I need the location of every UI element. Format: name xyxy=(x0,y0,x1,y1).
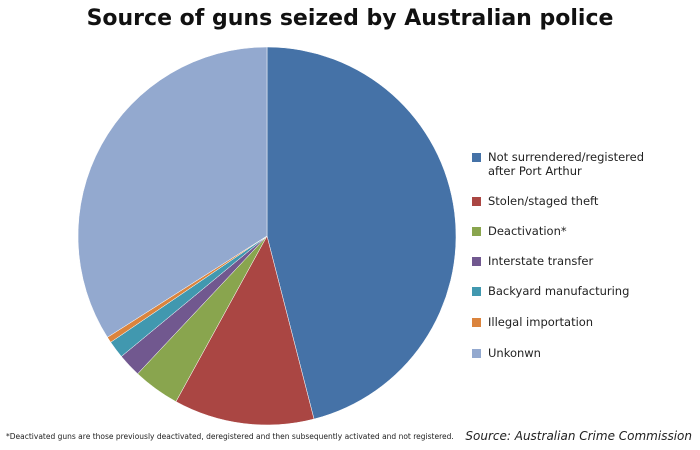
legend-label: Stolen/staged theft xyxy=(488,194,599,208)
legend-swatch xyxy=(472,227,481,236)
footnote: *Deactivated guns are those previously d… xyxy=(6,432,454,441)
pie-slice xyxy=(77,46,268,338)
legend: Not surrendered/registered after Port Ar… xyxy=(472,150,687,360)
legend-item: Illegal importation xyxy=(472,315,687,329)
legend-label: Unkonwn xyxy=(488,346,541,360)
legend-item: Deactivation* xyxy=(472,224,687,238)
legend-swatch xyxy=(472,287,481,296)
legend-swatch xyxy=(472,153,481,162)
legend-item: Interstate transfer xyxy=(472,254,687,268)
legend-label: Not surrendered/registered after Port Ar… xyxy=(488,150,645,178)
legend-swatch xyxy=(472,197,481,206)
pie-slice xyxy=(175,235,315,426)
legend-swatch xyxy=(472,318,481,327)
chart-title: Source of guns seized by Australian poli… xyxy=(86,6,614,31)
legend-label: Illegal importation xyxy=(488,315,594,329)
legend-item: Backyard manufacturing xyxy=(472,284,687,298)
source: Source: Australian Crime Commission xyxy=(465,429,692,443)
legend-label: Interstate transfer xyxy=(488,254,594,268)
legend-swatch xyxy=(472,349,481,358)
legend-swatch xyxy=(472,257,481,266)
legend-label: Backyard manufacturing xyxy=(488,284,630,298)
legend-item: Unkonwn xyxy=(472,346,687,360)
legend-label: Deactivation* xyxy=(488,224,567,238)
pie-slice xyxy=(266,46,457,420)
legend-item: Not surrendered/registered after Port Ar… xyxy=(472,150,663,178)
legend-item: Stolen/staged theft xyxy=(472,194,687,208)
